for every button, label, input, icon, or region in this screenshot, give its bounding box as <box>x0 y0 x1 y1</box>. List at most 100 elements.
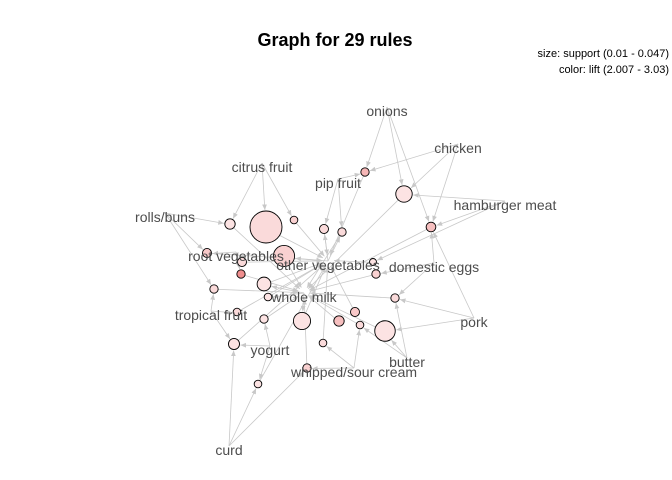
rule-node-5 <box>289 215 299 225</box>
edge <box>399 298 475 319</box>
edge <box>330 266 354 309</box>
edge <box>279 235 324 259</box>
item-label: pip fruit <box>315 175 361 191</box>
legend-size: size: support (0.01 - 0.047) <box>538 48 669 60</box>
edge <box>324 178 339 224</box>
rule-node-1 <box>360 167 370 177</box>
edge <box>363 327 408 359</box>
rule-node-20 <box>259 314 269 324</box>
edge <box>267 295 299 318</box>
edge <box>307 199 399 289</box>
edge <box>337 178 344 227</box>
edge <box>326 345 355 369</box>
rule-node-3 <box>249 210 283 244</box>
edge <box>240 342 271 348</box>
edge <box>327 236 341 262</box>
edge <box>228 350 236 447</box>
edge <box>333 258 370 264</box>
edge <box>271 263 323 296</box>
rule-node-22 <box>333 315 345 327</box>
edge <box>309 228 427 291</box>
edge <box>391 339 408 359</box>
edge <box>259 265 326 381</box>
rule-node-24 <box>355 320 365 330</box>
rule-node-16 <box>209 284 219 294</box>
edge <box>261 162 267 211</box>
edge <box>212 250 237 256</box>
edge <box>271 285 305 294</box>
edge <box>272 292 305 299</box>
edge <box>309 295 357 324</box>
item-label: pork <box>460 314 488 330</box>
item-label: yogurt <box>251 342 290 358</box>
edge <box>433 232 475 319</box>
legend-color: color: lift (2.007 - 3.03) <box>559 64 669 76</box>
edge <box>164 212 204 250</box>
rule-node-4 <box>425 221 437 233</box>
edge <box>210 310 231 340</box>
edge <box>309 294 376 328</box>
rule-nodes <box>202 167 437 389</box>
edge <box>376 200 506 261</box>
rule-node-21 <box>292 311 312 331</box>
rule-node-19 <box>232 307 242 317</box>
rule-node-10 <box>272 244 296 268</box>
edge <box>218 288 299 295</box>
rule-node-17 <box>263 292 273 302</box>
edge <box>302 298 308 364</box>
edge <box>164 212 224 225</box>
edge <box>258 345 271 380</box>
edge <box>261 162 292 217</box>
item-label: domestic eggs <box>389 259 479 275</box>
item-label: hamburger meat <box>454 197 557 213</box>
edges <box>164 106 506 447</box>
rule-node-28 <box>302 363 312 373</box>
item-label: chicken <box>434 140 481 156</box>
edge <box>396 317 475 332</box>
edge <box>309 274 373 293</box>
rule-node-8 <box>337 227 347 237</box>
edge <box>270 262 323 283</box>
edge <box>432 143 459 222</box>
rule-node-15 <box>256 276 272 292</box>
edge <box>296 222 325 257</box>
edge <box>228 371 304 447</box>
edge <box>211 253 323 263</box>
edge <box>413 192 506 202</box>
edge <box>309 291 391 299</box>
edge <box>263 323 271 347</box>
rule-node-18 <box>390 293 400 303</box>
item-label: butter <box>389 354 425 370</box>
edge <box>228 388 257 447</box>
edge <box>288 265 302 288</box>
edge <box>232 162 263 219</box>
edge <box>381 262 435 275</box>
edge <box>394 303 408 359</box>
rule-node-11 <box>369 258 377 266</box>
edge <box>386 106 430 222</box>
edge <box>244 275 299 292</box>
edge <box>353 329 361 369</box>
rule-node-23 <box>350 307 360 317</box>
item-label: whipped/sour cream <box>290 364 417 380</box>
item-label: root vegetables <box>188 248 284 264</box>
rule-node-25 <box>318 338 328 348</box>
rule-node-7 <box>319 224 329 234</box>
edge <box>237 264 324 341</box>
item-labels: onions chicken citrus fruit pip fruit hambur… <box>135 103 556 458</box>
item-label: rolls/buns <box>135 209 195 225</box>
edge <box>210 294 215 312</box>
edge <box>369 143 459 172</box>
edge <box>366 106 388 168</box>
edge <box>429 232 435 264</box>
rule-node-26 <box>374 320 396 342</box>
rule-node-6 <box>224 218 236 230</box>
rule-node-14 <box>236 269 246 279</box>
item-label: curd <box>215 442 242 458</box>
chart-title: Graph for 29 rules <box>257 30 412 50</box>
edge <box>306 235 341 289</box>
rule-node-27 <box>228 338 240 350</box>
item-label: onions <box>366 103 407 119</box>
item-label: citrus fruit <box>232 159 293 175</box>
